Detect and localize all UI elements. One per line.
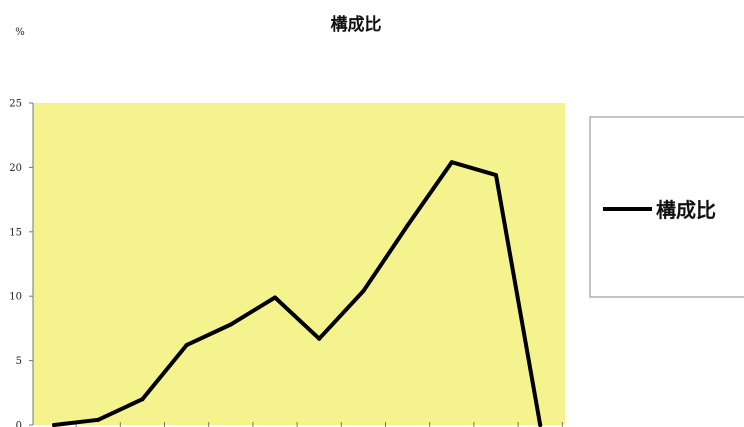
y-tick-label: 10	[9, 292, 22, 303]
chart-title: 構成比	[331, 14, 382, 35]
data-point	[273, 295, 277, 300]
series-layer	[52, 160, 543, 427]
x-axis	[75, 422, 563, 427]
data-point	[494, 173, 498, 178]
y-tick-label: 5	[16, 356, 22, 367]
data-point	[361, 289, 366, 294]
data-point	[538, 423, 543, 427]
data-point	[96, 417, 101, 422]
legend: 構成比	[589, 116, 744, 298]
data-point	[449, 160, 454, 165]
data-point	[405, 223, 410, 228]
y-tick-label: 20	[9, 163, 22, 174]
plot-area	[33, 103, 565, 425]
y-axis: 0 5 10 15 20 25	[9, 99, 34, 427]
data-point	[317, 336, 322, 341]
series-line	[52, 160, 543, 427]
legend-label: 構成比	[656, 198, 716, 222]
y-tick-label: 15	[9, 227, 22, 238]
y-tick-label: 25	[9, 99, 22, 110]
data-point	[228, 322, 233, 327]
data-point	[184, 343, 189, 348]
data-point	[140, 397, 145, 402]
y-axis-unit: %	[15, 27, 25, 38]
y-tick-label: 0	[16, 421, 22, 427]
data-point	[52, 423, 56, 427]
